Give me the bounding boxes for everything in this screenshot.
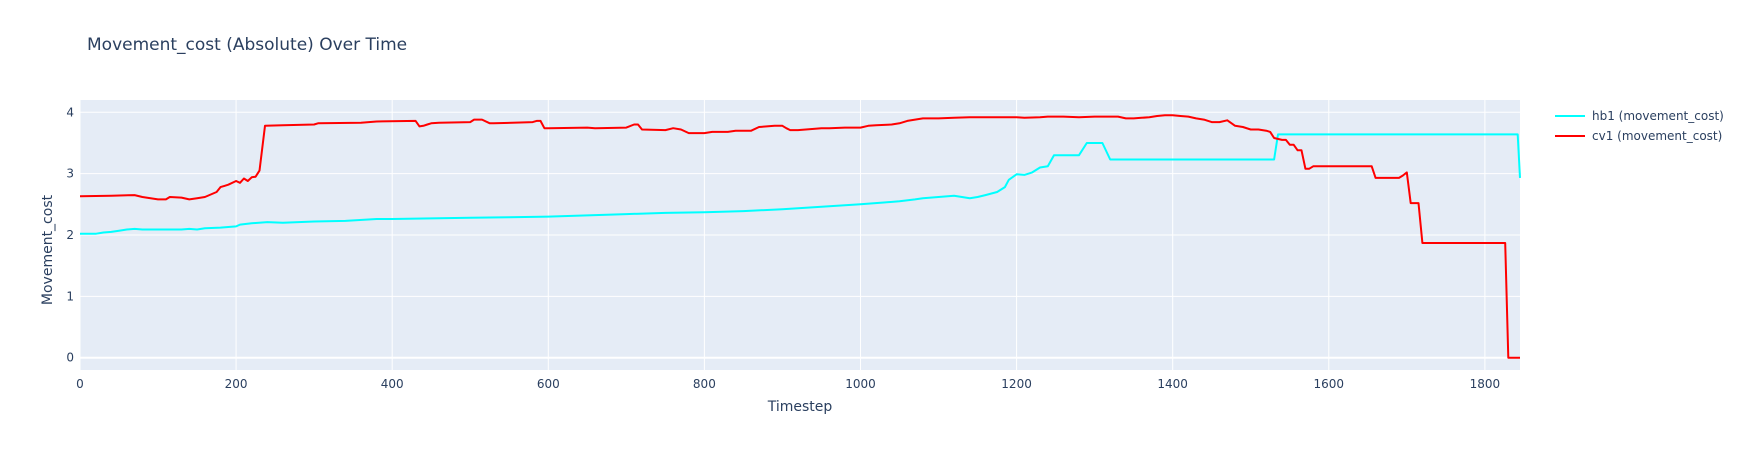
x-tick-label: 1400 (1157, 377, 1188, 391)
x-tick-label: 600 (537, 377, 560, 391)
grid (79, 100, 1520, 370)
y-tick-label: 2 (66, 228, 74, 242)
y-tick-label: 3 (66, 167, 74, 181)
axis-ticks: 0 200 400 600 800 1000 1200 1400 1600 1800 0 1 2 3 4 (66, 105, 1500, 391)
y-axis-title: Movement_cost (40, 194, 56, 305)
chart-title: Movement_cost (Absolute) Over Time (87, 35, 407, 55)
series-line-1 (80, 133, 1521, 235)
series-lines (79, 114, 1521, 359)
legend-label-1: hb1 (movement_cost) (1592, 109, 1724, 123)
x-tick-label: 400 (381, 377, 404, 391)
y-tick-label: 4 (66, 105, 74, 119)
x-tick-label: 200 (225, 377, 248, 391)
legend: hb1 (movement_cost) cv1 (movement_cost) (1555, 109, 1724, 143)
x-tick-label: 1200 (1001, 377, 1032, 391)
series-line-2 (79, 114, 1520, 359)
x-tick-label: 1800 (1470, 377, 1501, 391)
x-tick-label: 1000 (845, 377, 876, 391)
y-tick-label: 0 (66, 351, 74, 365)
x-tick-label: 800 (693, 377, 716, 391)
legend-label-2: cv1 (movement_cost) (1592, 129, 1722, 143)
y-tick-label: 1 (66, 289, 74, 303)
x-tick-label: 0 (76, 377, 84, 391)
x-tick-label: 1600 (1314, 377, 1345, 391)
x-axis-title: Timestep (767, 399, 833, 415)
